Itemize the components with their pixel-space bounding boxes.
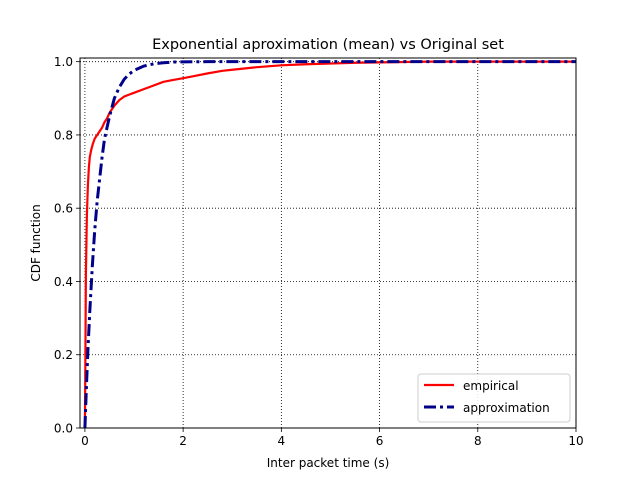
plot-frame — [79, 57, 577, 429]
y-tick-label: 0.6 — [54, 202, 73, 216]
legend-frame — [417, 373, 571, 423]
legend-label-approximation: approximation — [463, 401, 550, 415]
x-tick-label: 4 — [278, 434, 286, 448]
x-tick-label: 6 — [376, 434, 384, 448]
x-tick-label: 0 — [81, 434, 89, 448]
chart-title: Exponential aproximation (mean) vs Origi… — [152, 37, 504, 53]
ticks: 0 2 4 6 8 10 0.0 0.2 0.4 0.6 0.8 1.0 — [54, 55, 584, 448]
y-tick-label: 0.0 — [54, 422, 73, 436]
legend: empirical approximation — [417, 373, 571, 423]
y-tick-label: 0.4 — [54, 275, 73, 289]
series-line-empirical — [83, 60, 576, 429]
plot-area — [80, 58, 576, 428]
y-tick-label: 0.8 — [54, 128, 73, 142]
x-axis-label: Inter packet time (s) — [267, 456, 390, 470]
x-tick-label: 10 — [568, 434, 583, 448]
x-tick-label: 2 — [179, 434, 187, 448]
series-layer — [83, 60, 576, 429]
legend-label-empirical: empirical — [463, 379, 519, 393]
x-tick-label: 8 — [474, 434, 482, 448]
y-axis-label: CDF function — [29, 204, 43, 281]
y-tick-label: 0.2 — [54, 348, 73, 362]
y-tick-label: 1.0 — [54, 55, 73, 69]
